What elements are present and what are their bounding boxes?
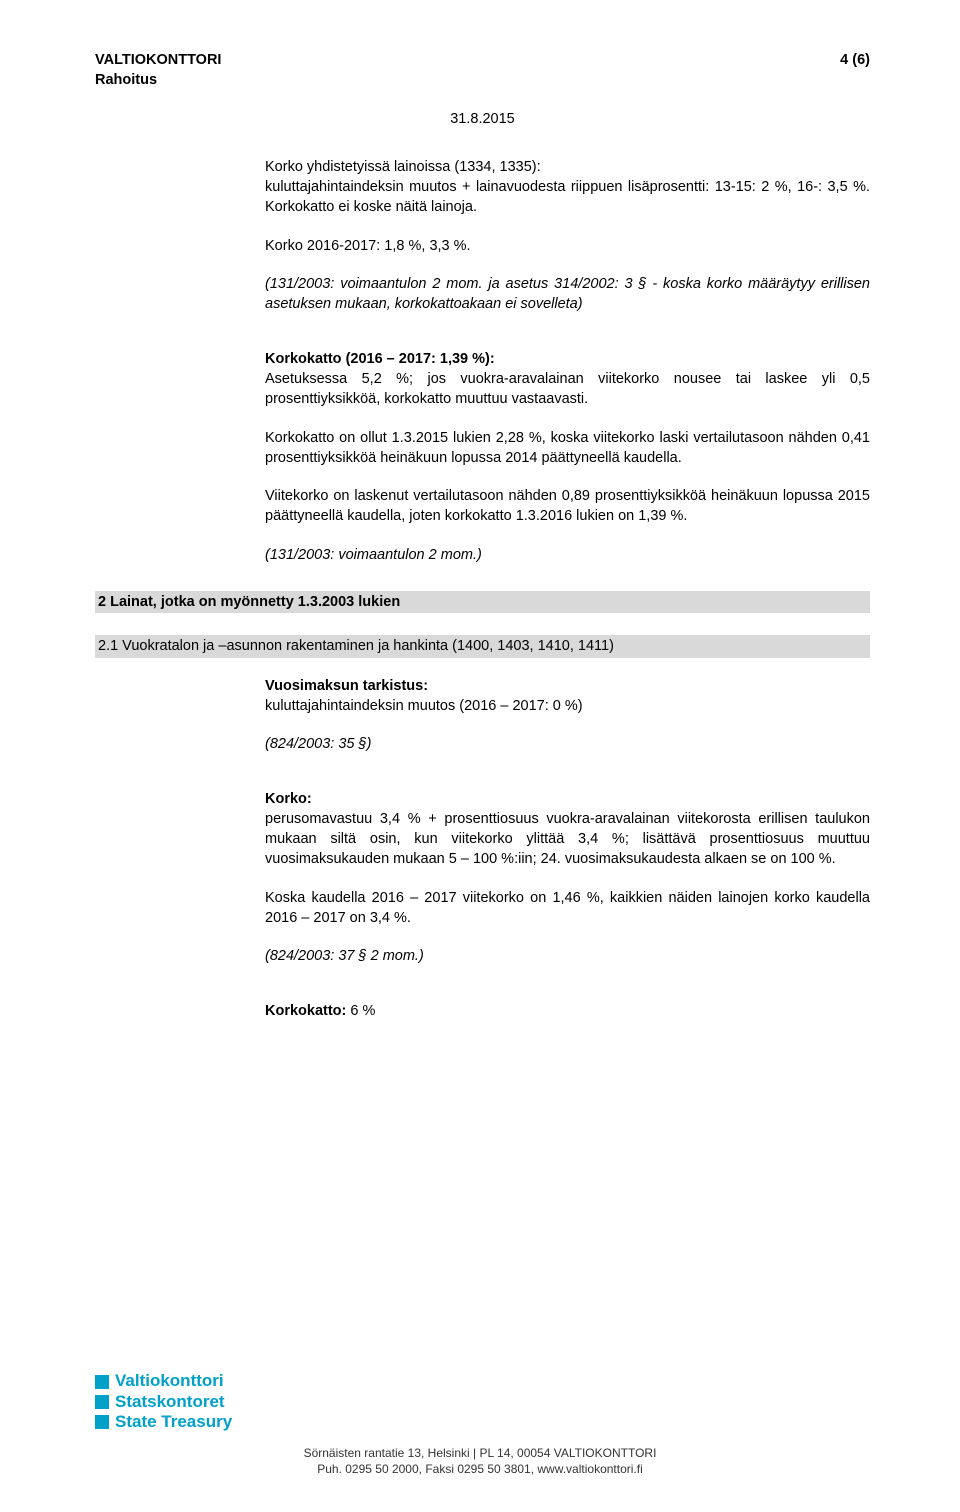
logo-valtiokonttori: Valtiokonttori <box>95 1371 224 1391</box>
korkokatto-value: 6 % <box>350 1003 375 1019</box>
footer-addr-line1: Sörnäisten rantatie 13, Helsinki | PL 14… <box>0 1445 960 1461</box>
korko-label: Korko: <box>265 789 870 809</box>
page-number: 4 (6) <box>840 50 870 91</box>
section2-content: Vuosimaksun tarkistus: kuluttajahintaind… <box>265 676 870 1021</box>
footer-address: Sörnäisten rantatie 13, Helsinki | PL 14… <box>0 1445 960 1477</box>
document-date: 31.8.2015 <box>95 109 870 129</box>
paragraph: Korkokatto on ollut 1.3.2015 lukien 2,28… <box>265 428 870 469</box>
page-footer: Valtiokonttori Statskontoret State Treas… <box>0 1371 960 1477</box>
korkokatto-label2: Korkokatto: <box>265 1003 350 1019</box>
subsection-prefix: 2.1 Vuokratalon ja –asunnon rakentaminen… <box>98 638 452 654</box>
citation: (824/2003: 37 § 2 mom.) <box>265 946 870 966</box>
org-name: VALTIOKONTTORI <box>95 50 221 70</box>
section-heading-2: 2 Lainat, jotka on myönnetty 1.3.2003 lu… <box>95 591 870 613</box>
org-dept: Rahoitus <box>95 70 221 90</box>
logo-square-icon <box>95 1415 109 1429</box>
paragraph: Viitekorko on laskenut vertailutasoon nä… <box>265 486 870 527</box>
logo-text-en: State Treasury <box>115 1412 232 1432</box>
citation: (131/2003: voimaantulon 2 mom. ja asetus… <box>265 274 870 315</box>
paragraph: Korko yhdistetyissä lainoissa (1334, 133… <box>265 157 870 177</box>
subsection-codes: (1400, 1403, 1410, 1411) <box>452 638 614 654</box>
korkokatto-text: Asetuksessa 5,2 %; jos vuokra-aravalaina… <box>265 371 870 407</box>
korkokatto-line: Korkokatto: 6 % <box>265 1001 870 1021</box>
logo-square-icon <box>95 1395 109 1409</box>
citation: (824/2003: 35 §) <box>265 734 870 754</box>
header-left: VALTIOKONTTORI Rahoitus <box>95 50 221 91</box>
document-page: VALTIOKONTTORI Rahoitus 4 (6) 31.8.2015 … <box>0 0 960 1071</box>
korkokatto-label: Korkokatto (2016 – 2017: 1,39 %): <box>265 351 495 367</box>
page-header: VALTIOKONTTORI Rahoitus 4 (6) <box>95 50 870 91</box>
korko-block: Korko: perusomavastuu 3,4 % + prosenttio… <box>265 789 870 870</box>
logo-state-treasury: State Treasury <box>95 1412 232 1432</box>
vuosimaksu-text: kuluttajahintaindeksin muutos (2016 – 20… <box>265 696 870 716</box>
footer-logos: Valtiokonttori Statskontoret State Treas… <box>95 1371 960 1432</box>
paragraph: Korko 2016-2017: 1,8 %, 3,3 %. <box>265 236 870 256</box>
paragraph: Korkokatto (2016 – 2017: 1,39 %): Asetuk… <box>265 349 870 410</box>
korko-text2: Koska kaudella 2016 – 2017 viitekorko on… <box>265 888 870 929</box>
logo-square-icon <box>95 1375 109 1389</box>
citation: (131/2003: voimaantulon 2 mom.) <box>265 545 870 565</box>
vuosimaksu-block: Vuosimaksun tarkistus: kuluttajahintaind… <box>265 676 870 717</box>
body-content: Korko yhdistetyissä lainoissa (1334, 133… <box>265 157 870 565</box>
logo-text-fi: Valtiokonttori <box>115 1371 224 1391</box>
vuosimaksu-label: Vuosimaksun tarkistus: <box>265 676 870 696</box>
logo-text-sv: Statskontoret <box>115 1392 225 1412</box>
subsection-heading-21: 2.1 Vuokratalon ja –asunnon rakentaminen… <box>95 635 870 657</box>
paragraph: kuluttajahintaindeksin muutos + lainavuo… <box>265 177 870 218</box>
footer-addr-line2: Puh. 0295 50 2000, Faksi 0295 50 3801, w… <box>0 1461 960 1477</box>
korko-text: perusomavastuu 3,4 % + prosenttiosuus vu… <box>265 809 870 870</box>
logo-statskontoret: Statskontoret <box>95 1392 225 1412</box>
